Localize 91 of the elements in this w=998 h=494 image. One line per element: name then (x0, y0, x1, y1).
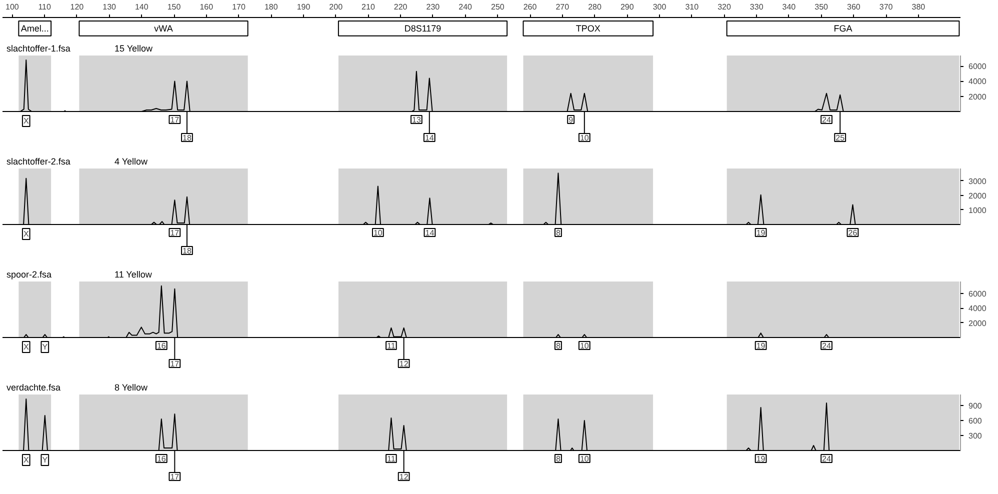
band-label: D8S1179 (404, 24, 442, 34)
x-tick-label: 120 (70, 2, 84, 12)
chart-title: spoor-2.fsa (6, 270, 52, 280)
x-tick-label: 210 (362, 2, 376, 12)
x-tick-label: 290 (620, 2, 634, 12)
x-tick-label: 260 (523, 2, 538, 12)
band-label: TPOX (576, 24, 600, 34)
annotation: 19 (756, 342, 766, 350)
y-tick-label: 4000 (968, 304, 987, 314)
y-tick-label: 3000 (968, 176, 987, 186)
annotation: 17 (170, 472, 180, 482)
x-tick-label: 140 (134, 2, 149, 12)
band-label: vWA (154, 24, 173, 34)
annotation: 17 (170, 360, 180, 368)
chart-subtitle: 11 Yellow (114, 270, 152, 280)
x-tick-label: 320 (718, 2, 732, 12)
annotation: 14 (424, 134, 434, 142)
annotation: 16 (156, 342, 166, 350)
annotation: X (23, 116, 30, 126)
y-tick-label: 300 (968, 432, 982, 440)
annotation: Y (42, 342, 48, 352)
annotation: 10 (580, 342, 590, 350)
annotation: 24 (822, 342, 832, 350)
x-tick-label: 380 (912, 2, 926, 12)
x-tick-label: 130 (102, 2, 117, 12)
annotation: 24 (822, 454, 832, 464)
x-tick-label: 240 (458, 2, 473, 12)
x-tick-label: 350 (814, 2, 829, 12)
y-tick-label: 2000 (968, 318, 987, 328)
band-label: FGA (834, 24, 852, 34)
annotation: 16 (156, 454, 166, 464)
chart-title: verdachte.fsa (6, 382, 61, 392)
annotation: 18 (182, 134, 192, 142)
x-tick-label: 310 (685, 2, 700, 12)
annotation: 8 (556, 228, 561, 238)
y-tick-label: 6000 (968, 289, 987, 298)
x-tick-label: 300 (652, 2, 667, 12)
chart-title: slachtoffer-2.fsa (6, 156, 70, 166)
band-label: Amel... (20, 24, 49, 34)
x-tick-label: 360 (847, 2, 861, 12)
annotation: 8 (556, 454, 561, 464)
x-tick-label: 370 (879, 2, 894, 12)
x-tick-label: 250 (491, 2, 505, 12)
annotation: 19 (756, 454, 766, 464)
x-tick-label: 340 (782, 2, 796, 12)
annotation: 11 (387, 454, 396, 464)
x-tick-label: 220 (394, 2, 408, 12)
chart-title: slachtoffer-1.fsa (6, 44, 70, 54)
annotation: 10 (580, 134, 590, 142)
y-tick-label: 4000 (968, 77, 987, 86)
x-tick-label: 190 (296, 2, 311, 12)
x-tick-label: 330 (750, 2, 764, 12)
annotation: X (23, 342, 30, 352)
y-tick-label: 6000 (968, 62, 987, 72)
y-tick-label: 2000 (968, 191, 987, 200)
x-tick-label: 150 (167, 2, 182, 12)
annotation: 10 (580, 454, 590, 464)
chart-subtitle: 4 Yellow (114, 156, 148, 166)
x-tick-label: 280 (588, 2, 602, 12)
annotation: 9 (568, 116, 574, 124)
annotation: 17 (170, 228, 180, 238)
annotation: 19 (756, 228, 766, 238)
x-tick-label: 180 (264, 2, 278, 12)
annotation: 25 (836, 134, 846, 142)
annotation: X (23, 230, 30, 238)
x-tick-label: 270 (556, 2, 570, 12)
annotation: 8 (556, 342, 561, 350)
chart-subtitle: 8 Yellow (114, 382, 148, 392)
x-tick-label: 100 (6, 2, 20, 12)
annotation: 11 (387, 342, 396, 350)
annotation: 12 (399, 360, 409, 368)
annotation: 18 (182, 246, 192, 256)
chart-subtitle: 15 Yellow (114, 44, 154, 54)
annotation: 13 (412, 116, 422, 124)
annotation: X (23, 456, 30, 464)
x-tick-label: 230 (426, 2, 440, 12)
x-tick-label: 110 (38, 2, 52, 12)
y-tick-label: 600 (968, 416, 982, 426)
annotation: Y (42, 456, 48, 464)
y-tick-label: 1000 (968, 206, 987, 215)
annotation: 10 (373, 228, 383, 238)
x-tick-label: 170 (232, 2, 246, 12)
annotation: 12 (399, 472, 409, 482)
y-tick-label: 900 (968, 402, 982, 410)
annotation: 17 (170, 116, 180, 124)
x-tick-label: 160 (200, 2, 214, 12)
annotation: 24 (822, 116, 832, 124)
annotation: 14 (425, 228, 435, 238)
annotation: 26 (848, 228, 858, 238)
y-tick-label: 2000 (968, 92, 987, 102)
x-tick-label: 200 (329, 2, 344, 12)
